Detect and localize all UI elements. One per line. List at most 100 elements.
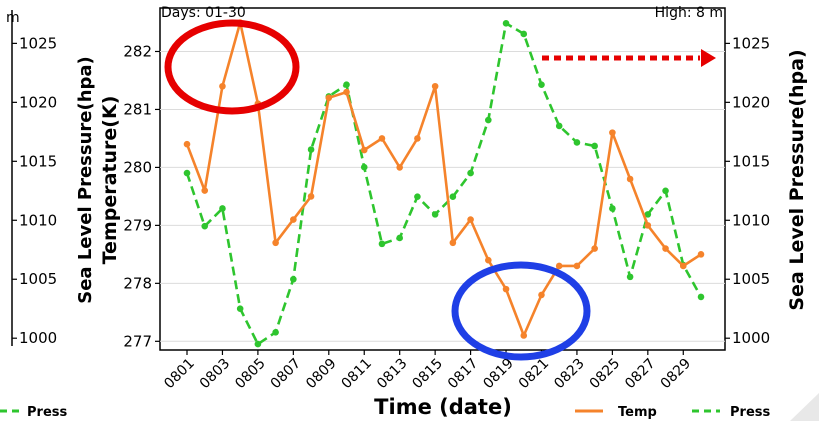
press-data-point [254, 340, 262, 348]
left-panel-tick-label: 1025 [19, 34, 57, 52]
press-data-point [219, 205, 226, 212]
temp-data-point [396, 164, 403, 171]
left-panel-tick-label: 1000 [19, 329, 57, 347]
press-data-point [378, 240, 386, 248]
y-left-tick-label: 277 [123, 332, 152, 350]
y-axis-right-ticks: 1000 1005 1010 1015 1020 1025 [725, 34, 770, 347]
x-tick-label: 0817 [445, 356, 482, 393]
left-panel-corner-text: m [6, 10, 20, 26]
pressure-arrow [542, 49, 716, 67]
temp-data-point [555, 262, 563, 270]
press-data-point [502, 20, 510, 27]
plot-area [159, 7, 726, 351]
press-data-point [573, 139, 581, 146]
press-data-point [360, 163, 368, 171]
temp-data-point [591, 245, 598, 252]
y-right-tick-label: 1015 [732, 152, 770, 170]
temp-data-point [201, 187, 209, 194]
press-data-point [644, 211, 652, 218]
press-data-point [485, 116, 492, 124]
press-data-point [449, 193, 457, 200]
press-data-point [591, 142, 598, 150]
temp-data-point [609, 129, 616, 136]
y-right-tick-label: 1000 [732, 329, 770, 347]
press-data-point [290, 275, 297, 283]
temp-data-point [360, 146, 368, 154]
press-data-point [183, 169, 191, 177]
press-data-point [272, 329, 279, 336]
x-tick-label: 0821 [516, 356, 553, 393]
x-tick-label: 0829 [658, 356, 695, 393]
temp-data-point [573, 262, 581, 270]
left-neighbor-panel: m 1025 1020 1015 1010 1005 1000 Sea Level Pre… [0, 10, 96, 420]
left-panel-tick-label: 1015 [19, 152, 57, 170]
temp-data-point [414, 135, 421, 142]
temp-data-point [272, 239, 279, 247]
x-tick-label: 0803 [197, 356, 234, 393]
temp-data-point [219, 82, 226, 90]
legend: Temp Press [575, 405, 770, 420]
temp-data-point [449, 239, 457, 247]
x-tick-label: 0823 [551, 356, 588, 393]
x-axis-ticks: 0801080308050807080908110813081508170819… [161, 350, 694, 392]
x-tick-label: 0805 [232, 356, 269, 393]
height-label: High: 8 m [655, 5, 723, 21]
press-data-point [343, 81, 350, 88]
press-data-point [307, 146, 315, 153]
x-tick-label: 0819 [480, 356, 517, 393]
temp-data-point [485, 256, 492, 264]
y-left-tick-label: 280 [123, 158, 152, 176]
x-tick-label: 0825 [587, 356, 624, 393]
x-tick-label: 0801 [161, 356, 198, 393]
temp-data-point [325, 94, 333, 102]
temp-data-point [697, 251, 705, 258]
grid-lines [160, 50, 725, 342]
left-panel-tick-label: 1020 [19, 93, 57, 111]
x-axis-title: Time (date) [374, 395, 512, 419]
left-panel-axis-title: Sea Level Pressure(hpa) [75, 56, 96, 304]
left-panel-legend-press-label: Press [27, 405, 67, 420]
series-temp [183, 19, 705, 339]
low-temperature-highlight-ellipse [451, 261, 591, 361]
press-data-point [467, 169, 474, 177]
high-temperature-highlight-ellipse [164, 19, 300, 115]
temp-data-point [520, 332, 528, 339]
temp-data-point [467, 216, 474, 223]
press-data-point [662, 187, 669, 195]
temp-data-point [431, 82, 439, 90]
y-right-tick-label: 1020 [732, 93, 770, 111]
x-tick-label: 0815 [409, 356, 446, 393]
press-data-point [201, 222, 209, 230]
x-tick-label: 0811 [339, 356, 376, 393]
press-data-point [609, 205, 616, 212]
press-data-point [626, 273, 634, 281]
temp-data-point [644, 222, 652, 229]
y-right-tick-label: 1025 [732, 34, 770, 52]
press-series-line [185, 21, 703, 346]
press-data-point [538, 81, 545, 88]
temp-data-point [502, 285, 510, 293]
press-data-point [697, 293, 705, 301]
plot-frame [159, 7, 726, 351]
y-right-tick-label: 1005 [732, 270, 770, 288]
x-tick-label: 0809 [303, 356, 340, 393]
press-data-point [431, 211, 439, 218]
temp-data-point [378, 135, 386, 142]
temp-data-point [662, 245, 669, 252]
press-data-point [414, 193, 421, 200]
y-axis-left-title: Temperature(K) [99, 96, 121, 265]
y-axis-right-title: Sea Level Pressure(hpa) [786, 49, 808, 310]
temp-data-point [679, 262, 687, 270]
temp-data-point [343, 88, 350, 96]
legend-press-label: Press [730, 405, 770, 420]
temp-data-point [307, 193, 315, 200]
temp-data-point [183, 140, 191, 148]
legend-temp-label: Temp [618, 405, 657, 420]
y-left-tick-label: 278 [123, 274, 152, 292]
days-label: Days: 01-30 [161, 5, 246, 21]
y-left-tick-label: 281 [123, 100, 152, 118]
left-panel-tick-label: 1010 [19, 211, 57, 229]
press-data-point [520, 30, 528, 38]
y-axis-left-ticks: 277 278 279 280 281 282 [123, 42, 160, 350]
